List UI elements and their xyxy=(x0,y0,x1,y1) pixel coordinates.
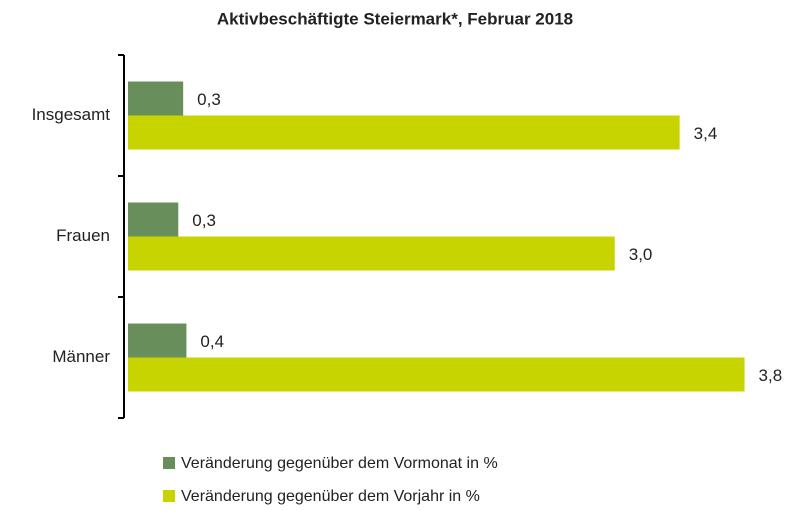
bar xyxy=(128,323,187,358)
bar xyxy=(128,357,745,392)
data-label: 0,3 xyxy=(192,211,216,230)
data-label: 3,8 xyxy=(759,366,783,385)
legend-label: Veränderung gegenüber dem Vormonat in % xyxy=(181,455,498,472)
data-label: 0,4 xyxy=(200,332,224,351)
bar xyxy=(128,81,184,116)
y-tick-label: Insgesamt xyxy=(32,105,111,124)
legend-label: Veränderung gegenüber dem Vorjahr in % xyxy=(181,488,480,505)
legend-swatch xyxy=(163,457,175,469)
bar xyxy=(128,236,615,271)
data-label: 3,0 xyxy=(629,245,653,264)
bar xyxy=(128,115,680,150)
data-label: 0,3 xyxy=(197,90,221,109)
y-tick-label: Männer xyxy=(52,347,110,366)
data-label: 3,4 xyxy=(694,124,718,143)
category-axis xyxy=(118,54,125,419)
legend-swatch xyxy=(163,490,175,502)
y-tick-label: Frauen xyxy=(56,226,110,245)
bar xyxy=(128,202,179,237)
chart-title: Aktivbeschäftigte Steiermark*, Februar 2… xyxy=(217,9,573,28)
